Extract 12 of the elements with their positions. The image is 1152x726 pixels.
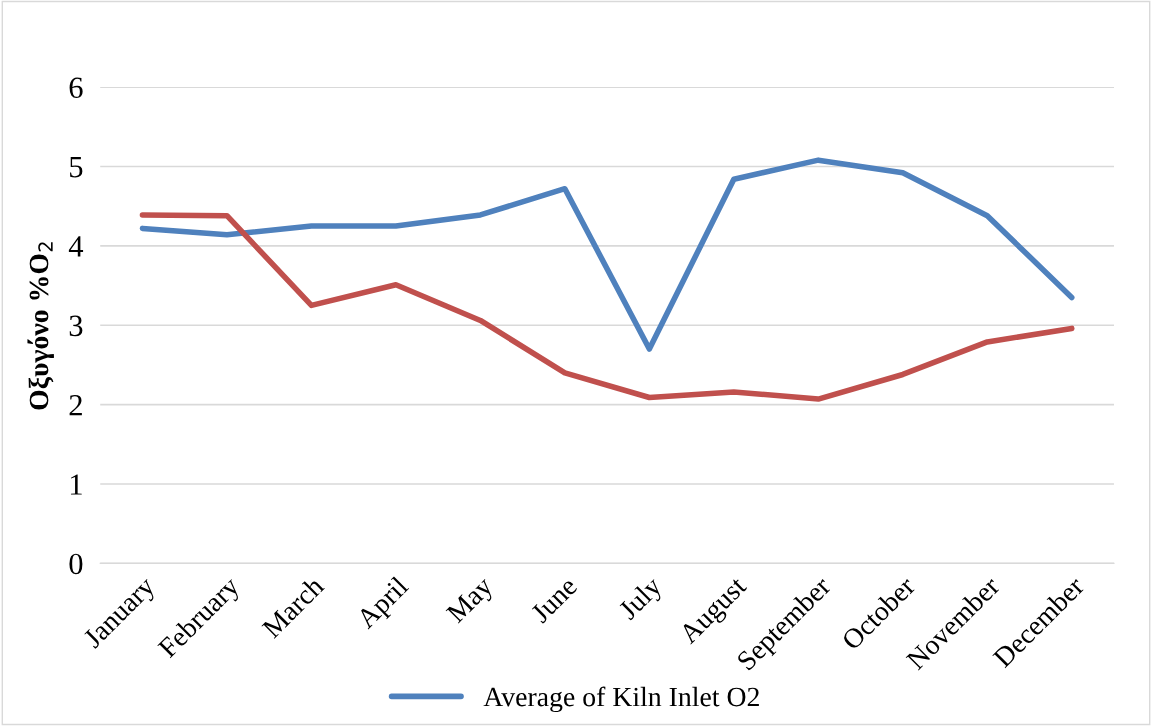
y-tick-label: 0 xyxy=(69,553,83,575)
x-tick-label: July xyxy=(617,574,668,625)
legend-label: Average of Kiln Inlet O2 xyxy=(483,686,759,713)
x-tick-label: May xyxy=(445,575,499,628)
y-tick-label: 4 xyxy=(68,236,84,257)
y-tick-label: 3 xyxy=(69,315,83,337)
y-axis-title: Οξυγόνο %O$_{2}$ xyxy=(27,242,54,410)
x-tick-label: June xyxy=(530,575,578,624)
y-tick-label: 5 xyxy=(70,157,83,178)
y-tick-label: 1 xyxy=(70,474,82,495)
y-tick-label: 2 xyxy=(69,394,82,416)
y-tick-label: 6 xyxy=(69,77,83,99)
